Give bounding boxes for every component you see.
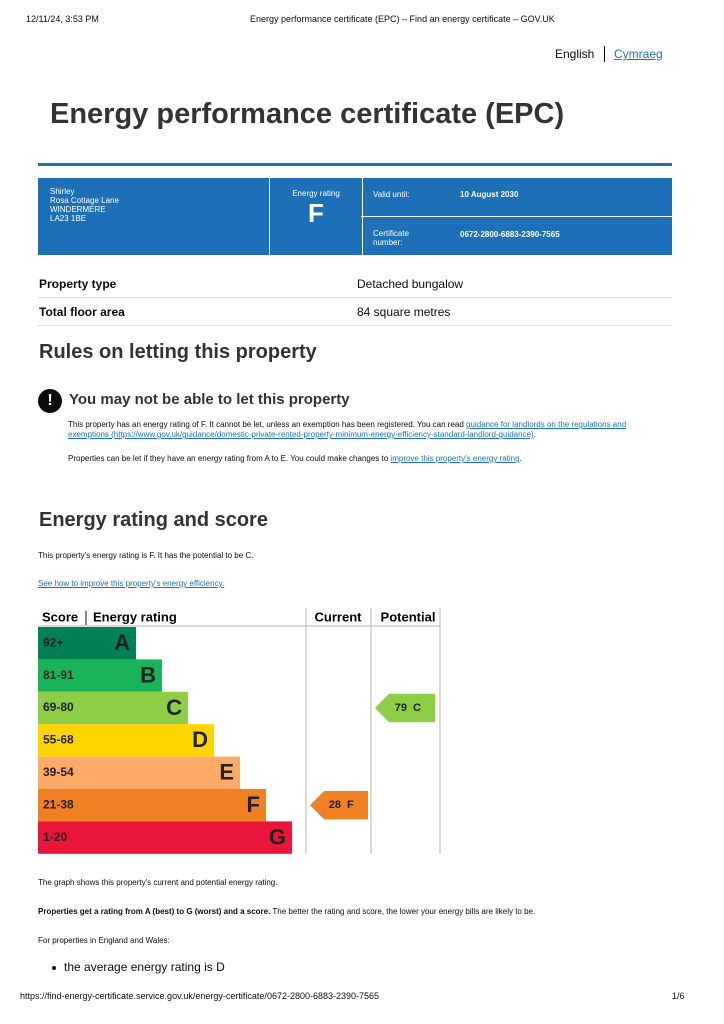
- summary-divider: [361, 216, 672, 217]
- rating-bar: [86, 756, 240, 789]
- energy-intro: This property's energy rating is F. It h…: [38, 551, 254, 560]
- cert-label: Certificate number:: [373, 229, 410, 247]
- potential-arrow: [375, 693, 435, 723]
- warning-icon: !: [38, 389, 62, 413]
- text: Properties can be let if they have an en…: [68, 454, 391, 463]
- graph-note: The graph shows this property's current …: [38, 878, 278, 887]
- current-letter: F: [347, 799, 354, 811]
- print-url: https://find-energy-certificate.service.…: [20, 991, 380, 1001]
- text: This property has an energy rating of F.…: [68, 420, 467, 429]
- rating-letter: E: [219, 760, 234, 785]
- property-row: Property type Detached bungalow: [38, 270, 672, 298]
- rating-letter: F: [308, 198, 324, 228]
- rating-bar: [86, 659, 162, 692]
- score-label: 81-91: [43, 668, 74, 682]
- chart-header: Potential: [381, 609, 436, 624]
- guidance-link[interactable]: guidance for landlords on the regulation…: [68, 420, 627, 439]
- valid-value: 10 August 2030: [460, 190, 519, 199]
- bullet-text: the average energy rating is D: [64, 960, 225, 974]
- title-rule: [38, 163, 672, 166]
- lang-english: English: [555, 47, 595, 61]
- current-arrow: [310, 791, 368, 820]
- improve-link[interactable]: improve this property's energy rating: [390, 454, 520, 463]
- letting-heading: Rules on letting this property: [39, 341, 317, 363]
- score-label: 39-54: [43, 765, 74, 779]
- energy-heading: Energy rating and score: [39, 509, 268, 531]
- scale-note: Properties get a rating from A (best) to…: [38, 907, 535, 916]
- rating-cell: Energy rating F: [269, 178, 363, 255]
- rating-bar: [86, 821, 292, 854]
- score-cell: [38, 659, 86, 692]
- score-label: 92+: [43, 635, 63, 649]
- potential-score: 79: [395, 702, 407, 714]
- score-label: 21-38: [43, 797, 74, 811]
- cert-value: 0672-2800-6883-2390-7565: [460, 230, 560, 239]
- score-cell: [38, 789, 86, 822]
- page-title: Energy performance certificate (EPC): [50, 98, 565, 130]
- rating-letter: F: [247, 792, 260, 817]
- chart-header: Current: [315, 609, 363, 624]
- rating-bar: [86, 691, 188, 725]
- rating-label: Energy rating: [292, 189, 340, 198]
- rating-bar: [86, 724, 214, 757]
- property-row: Total floor area 84 square metres: [38, 298, 672, 326]
- rating-bar: [86, 789, 266, 822]
- valid-label: Valid until:: [373, 190, 410, 199]
- rating-letter: A: [114, 630, 130, 655]
- score-label: 69-80: [43, 700, 74, 714]
- text: .: [519, 454, 522, 463]
- warning-text: You may not be able to let this property: [69, 391, 350, 408]
- score-cell: [38, 627, 86, 660]
- chart-header: Energy rating: [93, 609, 177, 624]
- lang-separator: [604, 46, 605, 62]
- letting-para: This property has an energy rating of F.…: [68, 420, 668, 440]
- rating-letter: B: [140, 662, 156, 687]
- print-page: 1/6: [672, 991, 685, 1001]
- rating-chart: Score Energy rating Current Potential 92+ A 81…: [38, 608, 441, 854]
- rating-letter: C: [166, 695, 182, 720]
- rating-letter: G: [269, 824, 286, 849]
- rating-letter: D: [192, 727, 208, 752]
- england-wales: For properties in England and Wales:: [38, 936, 170, 945]
- potential-letter: C: [413, 702, 421, 714]
- score-cell: [38, 821, 86, 854]
- summary-box: Shirley Rosa Cottage Lane WINDERMERE LA2…: [38, 178, 672, 255]
- letting-para: Properties can be let if they have an en…: [68, 454, 668, 463]
- address-line: WINDERMERE: [50, 205, 106, 214]
- address: Shirley Rosa Cottage Lane WINDERMERE LA2…: [50, 187, 119, 223]
- property-value: 84 square metres: [357, 305, 451, 319]
- bullet: [52, 966, 56, 970]
- score-cell: [38, 724, 86, 757]
- current-score: 28: [329, 799, 341, 811]
- print-datetime: 12/11/24, 3:53 PM: [26, 14, 99, 24]
- score-cell: [38, 691, 86, 725]
- property-value: Detached bungalow: [357, 277, 464, 291]
- rating-bar: [86, 627, 136, 660]
- property-label: Total floor area: [39, 305, 125, 319]
- address-line: LA23 1BE: [50, 214, 87, 223]
- score-label: 55-68: [43, 733, 74, 747]
- score-cell: [38, 756, 86, 789]
- print-title: Energy performance certificate (EPC) – F…: [250, 14, 555, 24]
- text: .: [533, 430, 536, 439]
- address-line: Rosa Cottage Lane: [50, 196, 119, 205]
- property-label: Property type: [39, 277, 117, 291]
- score-label: 1-20: [43, 830, 67, 844]
- chart-header: Score: [42, 609, 78, 624]
- text: Properties get a rating from A (best) to…: [38, 907, 271, 916]
- lang-cymraeg[interactable]: Cymraeg: [614, 47, 663, 61]
- address-line: Shirley: [50, 187, 75, 196]
- text: The better the rating and score, the low…: [270, 907, 536, 916]
- efficiency-link[interactable]: See how to improve this property's energ…: [38, 579, 225, 588]
